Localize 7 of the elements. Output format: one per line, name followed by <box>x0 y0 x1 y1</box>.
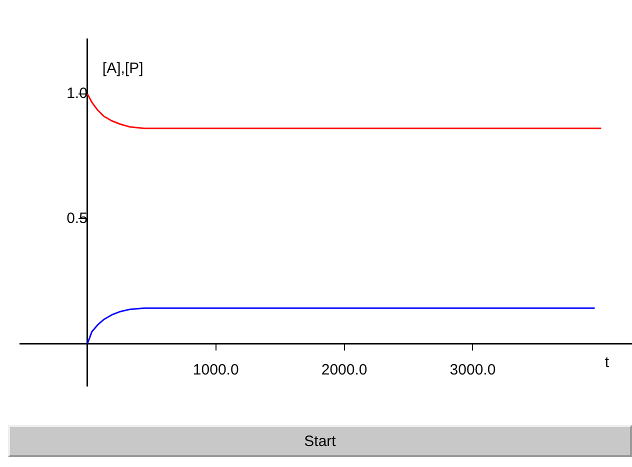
x-axis-title: t <box>604 354 610 372</box>
x-tick-label: 2000.0 <box>321 362 368 379</box>
text: Start <box>8 425 632 457</box>
y-tick-label: 0.5 <box>66 210 88 227</box>
x-tick-label: 1000.0 <box>192 362 239 379</box>
y-axis-title: [A],[P] <box>102 60 144 78</box>
x-tick-label: 3000.0 <box>450 362 496 379</box>
